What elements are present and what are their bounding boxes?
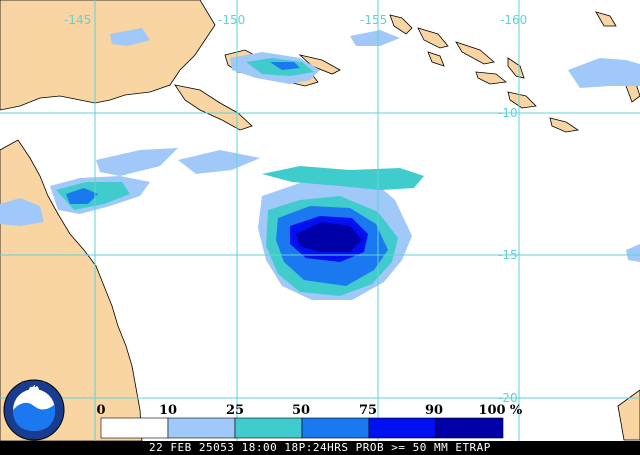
legend-tick-label: 90 bbox=[425, 403, 443, 418]
lon-label: -145 bbox=[64, 13, 91, 27]
land-isabel bbox=[455, 41, 495, 65]
legend-color-box bbox=[100, 417, 169, 439]
land-malaita bbox=[507, 57, 525, 79]
lon-label: -150 bbox=[218, 13, 245, 27]
land-santa-cruz bbox=[595, 11, 617, 27]
latitude-labels: -10 -15 -20 bbox=[498, 106, 518, 405]
lat-lon-grid bbox=[0, 0, 640, 441]
noaa-logo-text: NOAA bbox=[21, 380, 47, 389]
land-rennell bbox=[549, 117, 580, 133]
lat-label: -15 bbox=[498, 248, 518, 262]
legend-color-box bbox=[435, 417, 504, 439]
land-new-guinea bbox=[0, 0, 216, 111]
probability-shading bbox=[0, 28, 640, 300]
legend-color-box bbox=[234, 417, 303, 439]
longitude-labels: -145 -150 -155 -160 bbox=[64, 13, 527, 27]
lon-label: -160 bbox=[500, 13, 527, 27]
land-new-caledonia bbox=[617, 389, 640, 441]
land-makira bbox=[507, 91, 537, 109]
land-bougainville bbox=[389, 14, 413, 35]
legend-color-bar bbox=[100, 417, 504, 439]
legend-tick-labels: 0 10 25 50 75 90 100 % bbox=[96, 403, 522, 418]
legend-tick-label: 0 bbox=[96, 403, 105, 418]
legend-unit: % bbox=[510, 403, 523, 418]
map-caption: 22 FEB 25053 18:00 18P:24HRS PROB >= 50 … bbox=[0, 441, 640, 455]
legend-tick-label: 25 bbox=[226, 403, 244, 418]
lat-label: -10 bbox=[498, 106, 518, 120]
legend-tick-label: 100 bbox=[478, 403, 505, 418]
land-guadalcanal bbox=[475, 71, 507, 85]
legend-color-box bbox=[301, 417, 370, 439]
lat-label: -20 bbox=[498, 391, 518, 405]
land-new-georgia bbox=[427, 51, 445, 67]
legend-color-box bbox=[167, 417, 236, 439]
noaa-logo: NOAA bbox=[3, 379, 65, 441]
legend-tick-label: 75 bbox=[359, 403, 377, 418]
legend-color-box bbox=[368, 417, 437, 439]
land-papua-tail bbox=[174, 84, 253, 131]
lon-label: -155 bbox=[360, 13, 387, 27]
legend-tick-label: 50 bbox=[292, 403, 310, 418]
legend: 0 10 25 50 75 90 100 % bbox=[96, 403, 523, 439]
legend-tick-label: 10 bbox=[159, 403, 177, 418]
land-choiseul bbox=[417, 27, 449, 49]
